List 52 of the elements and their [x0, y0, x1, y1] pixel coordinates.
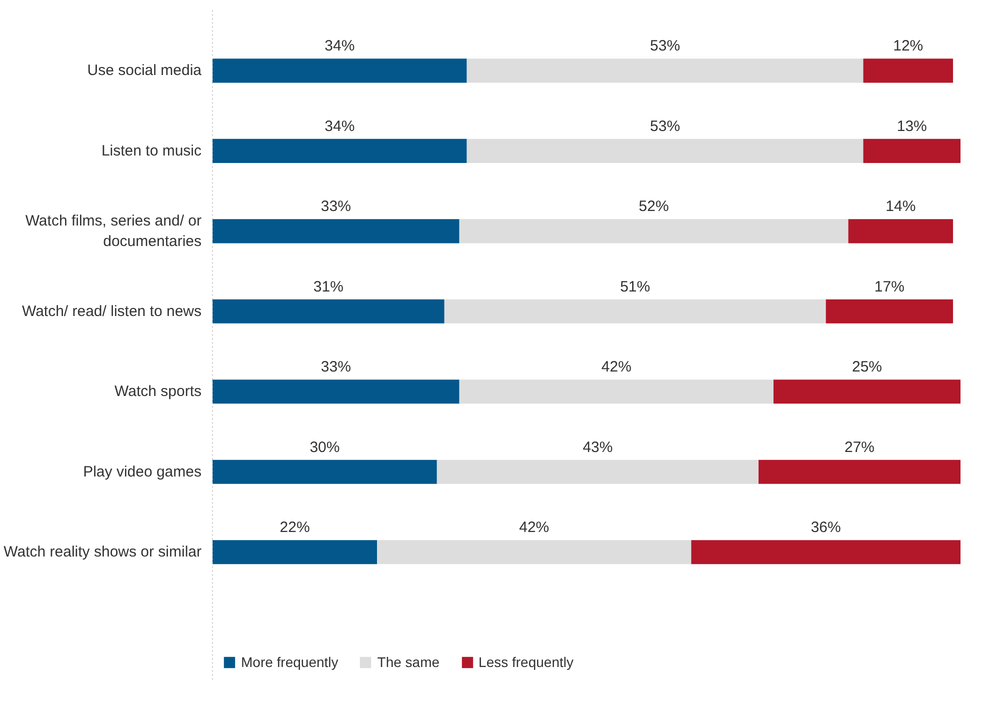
data-label: 14% — [886, 198, 916, 216]
bar — [212, 219, 460, 244]
data-label: 53% — [650, 118, 680, 135]
data-label: 53% — [650, 38, 680, 55]
data-label: 33% — [320, 198, 351, 216]
data-label: 42% — [601, 358, 632, 376]
data-label: 17% — [874, 278, 904, 296]
y-tick-label: Watch/ read/ listen to news — [22, 302, 202, 320]
bar — [691, 540, 960, 564]
y-tick-label: Watch sports — [114, 383, 202, 400]
bar — [436, 460, 759, 484]
legend-label: The same — [377, 654, 440, 670]
bar — [212, 299, 444, 324]
bar — [863, 58, 954, 83]
data-label: 12% — [893, 38, 924, 55]
legend-label: More frequently — [241, 654, 338, 670]
data-label: 51% — [620, 278, 650, 296]
data-label: 27% — [844, 438, 875, 456]
bar — [459, 380, 774, 404]
bar — [212, 540, 378, 564]
bar — [212, 380, 460, 404]
data-label: 36% — [810, 519, 841, 536]
data-label: 30% — [310, 438, 340, 456]
data-label: 22% — [280, 519, 310, 536]
bar — [212, 138, 467, 163]
bar — [212, 460, 437, 484]
data-label: 31% — [313, 278, 344, 296]
y-tick-label: Watch films, series and/ or documentaries — [25, 212, 202, 250]
bar — [863, 138, 960, 163]
bar — [774, 380, 960, 404]
data-label: 34% — [324, 118, 355, 135]
data-label: 42% — [519, 519, 550, 536]
bar — [466, 58, 864, 83]
bar — [466, 138, 864, 163]
y-tick-label: Watch reality shows or similar — [4, 544, 202, 561]
bar — [459, 219, 848, 244]
bar — [444, 299, 826, 324]
legend-label: Less frequently — [478, 654, 574, 670]
y-tick-label: Listen to music — [101, 142, 202, 160]
data-label: 13% — [896, 118, 927, 135]
data-label: 33% — [320, 358, 351, 376]
data-label: 25% — [852, 358, 882, 376]
bar — [848, 219, 954, 244]
data-label: 43% — [582, 438, 613, 456]
y-tick-label: Play video games — [83, 463, 202, 480]
data-label: 34% — [324, 38, 355, 55]
bar — [212, 58, 467, 83]
bar — [377, 540, 692, 564]
bar — [826, 299, 954, 324]
y-tick-label: Use social media — [87, 62, 202, 80]
data-label: 52% — [638, 198, 669, 216]
bar — [758, 460, 960, 484]
